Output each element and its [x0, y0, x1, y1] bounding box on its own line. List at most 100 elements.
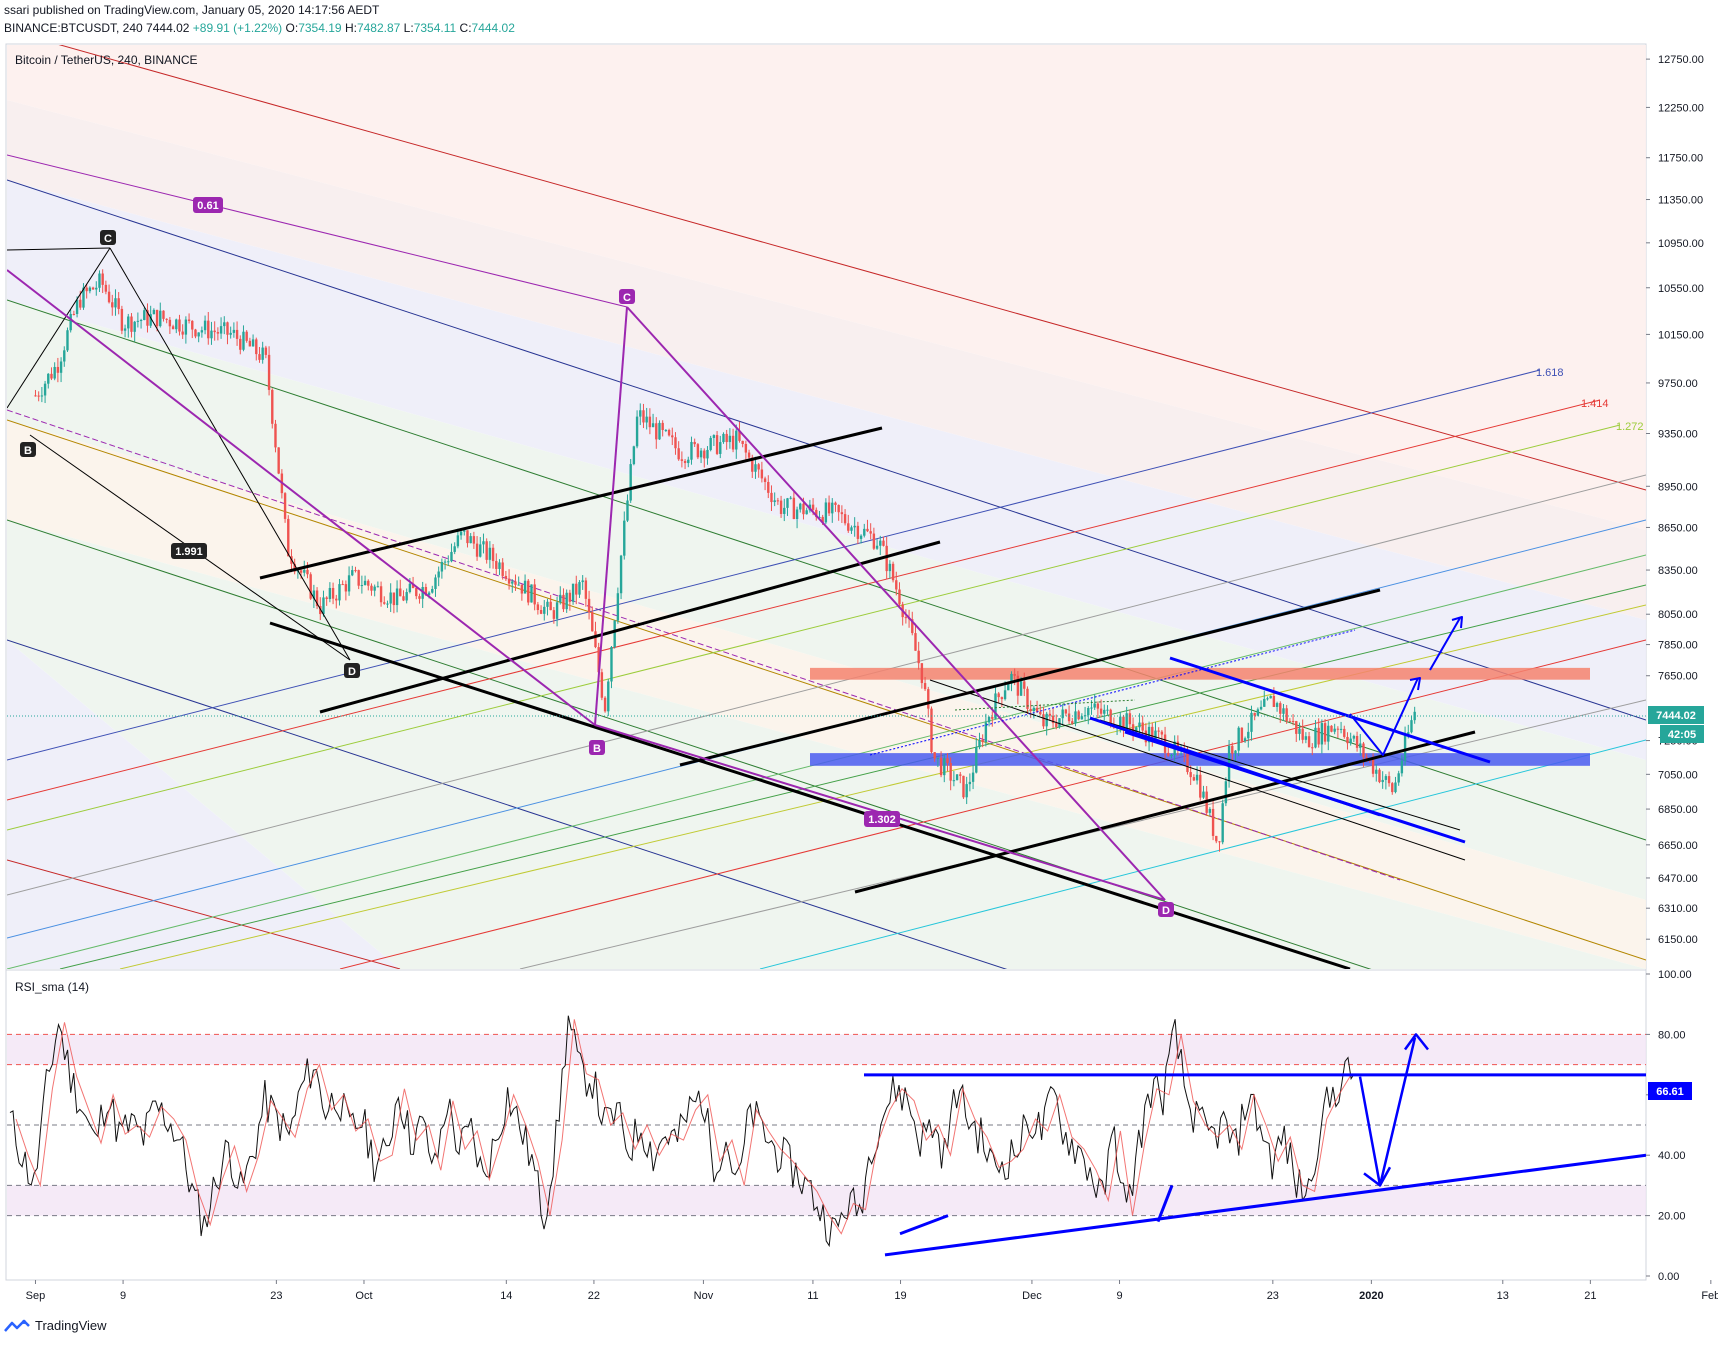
candle-body — [59, 361, 63, 373]
candle-body — [1391, 783, 1394, 793]
rsi-overbought-band — [7, 1034, 1646, 1065]
candle-body — [443, 561, 447, 563]
candle-body — [1170, 754, 1173, 756]
rsi-pane[interactable]: RSI_sma (14) 100.0080.0060.0040.0020.000… — [5, 969, 1692, 1283]
candle-body — [847, 523, 850, 531]
price-tick-label: 9750.00 — [1658, 378, 1698, 390]
svg-text:7444.02: 7444.02 — [1656, 710, 1696, 722]
candle-body — [987, 717, 991, 723]
candle-body — [959, 774, 962, 776]
candle-body — [626, 500, 629, 521]
rsi-trend-drawings[interactable] — [864, 1073, 1646, 1257]
candle-body — [1042, 714, 1045, 727]
candle-body — [475, 543, 479, 557]
fib-1272-label: 1.272 — [1616, 421, 1644, 433]
candle-body — [95, 287, 98, 290]
candle-body — [578, 582, 581, 595]
candle-body — [875, 545, 879, 549]
candle-body — [882, 540, 885, 546]
price-tick-label: 6650.00 — [1658, 840, 1698, 852]
candle-body — [789, 497, 792, 499]
candle-body — [338, 584, 341, 601]
candle-body — [264, 347, 268, 355]
tradingview-logo-icon — [4, 1319, 30, 1332]
candle-body — [1320, 723, 1324, 745]
time-tick-label: 22 — [588, 1290, 600, 1302]
candle-body — [671, 435, 674, 438]
time-axis[interactable]: Sep 9 23 Oct 14 22 Nov 11 19 Dec 9 23 2020 13 21 Feb — [7, 1279, 1718, 1302]
candle-body — [1355, 735, 1359, 748]
candle-body — [1333, 728, 1336, 732]
candle-body — [1106, 709, 1109, 711]
candle-body — [450, 551, 453, 562]
candle-body — [843, 514, 847, 524]
horizontal-zones[interactable] — [810, 667, 1590, 766]
resistance-zone[interactable] — [810, 667, 1590, 680]
price-tick-label: 6850.00 — [1658, 804, 1698, 816]
candle-body — [287, 518, 290, 557]
time-tick-label: 23 — [270, 1290, 282, 1302]
candle-body — [1362, 743, 1365, 758]
candle-body — [1103, 709, 1106, 714]
candle-body — [837, 504, 840, 513]
candle-body — [853, 525, 856, 528]
time-tick-label: Dec — [1022, 1290, 1042, 1302]
candle-body — [1087, 707, 1090, 716]
price-tick-label: 7850.00 — [1658, 640, 1698, 652]
price-axis[interactable]: 12750.00 12250.00 11750.00 11350.00 10950.00… — [1646, 54, 1704, 946]
candle-body — [1307, 736, 1311, 748]
candle-body — [984, 722, 988, 742]
candle-body — [248, 340, 252, 347]
candle-body — [376, 586, 380, 588]
candle-body — [1045, 713, 1048, 727]
candle-body — [1295, 721, 1298, 734]
last-value: 7444.02 — [146, 21, 190, 35]
price-tick-label: 10950.00 — [1658, 238, 1704, 250]
candle-body — [1010, 673, 1013, 684]
candle-body — [1199, 774, 1202, 798]
candle-body — [792, 497, 796, 519]
candle-body — [383, 602, 386, 604]
candle-body — [1138, 722, 1141, 728]
price-pane[interactable]: C B D 1.991 C B D 0.61 1.302 1.618 — [5, 30, 1704, 1180]
candle-body — [191, 320, 194, 330]
candle-body — [251, 339, 255, 347]
candle-body — [1119, 716, 1122, 728]
candle-body — [943, 758, 946, 776]
candle-body — [962, 775, 965, 798]
candle-body — [104, 284, 108, 292]
candle-body — [747, 452, 751, 458]
candle-body — [831, 502, 834, 514]
candle-body — [1077, 711, 1080, 720]
candle-body — [1224, 781, 1228, 804]
black-b-label: B — [24, 445, 32, 457]
candle-body — [840, 512, 844, 515]
candle-body — [1195, 774, 1199, 781]
candle-body — [834, 502, 837, 505]
support-zone[interactable] — [810, 753, 1590, 766]
rsi-tick-label: 20.00 — [1658, 1211, 1686, 1223]
candle-body — [565, 592, 568, 610]
candle-body — [1259, 706, 1263, 710]
candle-body — [40, 395, 44, 397]
candle-body — [136, 320, 140, 322]
candle-body — [1131, 724, 1135, 733]
candle-body — [661, 422, 664, 431]
candle-body — [997, 693, 1000, 698]
candle-body — [818, 516, 821, 518]
candle-body — [34, 395, 37, 397]
candle-body — [770, 492, 773, 503]
rsi-value-badge: 66.61 — [1648, 1082, 1692, 1100]
candle-body — [687, 459, 690, 464]
candle-body — [354, 570, 357, 572]
candle-body — [1349, 738, 1352, 744]
candle-body — [107, 291, 111, 303]
candle-body — [527, 580, 530, 603]
candle-body — [491, 547, 495, 562]
candle-body — [1298, 728, 1301, 734]
rsi-projection-arrows[interactable] — [1358, 1033, 1429, 1187]
candle-body — [466, 530, 469, 544]
candle-body — [335, 598, 338, 601]
